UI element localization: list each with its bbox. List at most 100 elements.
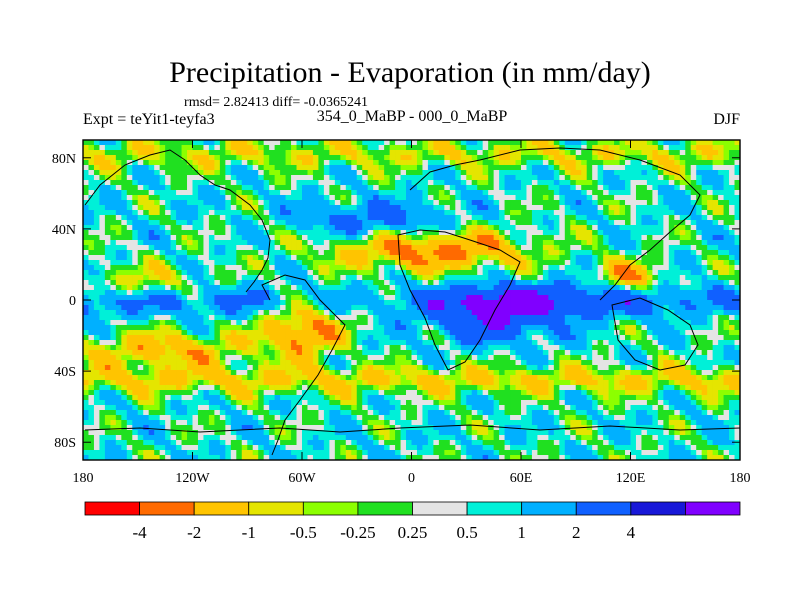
- field-cell: [542, 260, 549, 266]
- field-cell: [570, 205, 577, 211]
- field-cell: [165, 185, 172, 191]
- field-cell: [510, 305, 516, 311]
- field-cell: [362, 200, 369, 206]
- field-cell: [553, 315, 560, 321]
- field-cell: [723, 275, 730, 281]
- field-cell: [291, 145, 297, 151]
- field-cell: [269, 255, 276, 261]
- field-cell: [203, 280, 210, 286]
- field-cell: [137, 200, 144, 206]
- field-cell: [570, 250, 577, 256]
- field-cell: [192, 225, 199, 231]
- field-cell: [115, 235, 122, 241]
- field-cell: [170, 230, 177, 236]
- field-cell: [203, 285, 210, 291]
- field-cell: [499, 205, 505, 211]
- field-cell: [395, 315, 401, 321]
- field-cell: [515, 180, 522, 186]
- field-cell: [712, 160, 719, 166]
- field-cell: [148, 200, 155, 206]
- field-cell: [154, 175, 161, 181]
- field-cell: [208, 290, 215, 296]
- field-cell: [115, 160, 122, 166]
- field-cell: [477, 145, 484, 151]
- field-cell: [137, 320, 144, 326]
- field-cell: [126, 325, 133, 331]
- field-cell: [493, 330, 500, 336]
- field-cell: [438, 310, 445, 316]
- field-cell: [165, 145, 172, 151]
- field-cell: [384, 145, 391, 151]
- field-cell: [110, 270, 117, 276]
- field-cell: [104, 240, 111, 246]
- field-cell: [718, 290, 724, 296]
- field-cell: [247, 290, 254, 296]
- field-cell: [488, 190, 495, 196]
- field-cell: [137, 215, 144, 221]
- field-cell: [707, 270, 714, 276]
- field-cell: [499, 310, 505, 316]
- field-cell: [395, 210, 401, 216]
- field-cell: [460, 150, 467, 156]
- field-cell: [165, 220, 172, 226]
- field-cell: [471, 290, 478, 296]
- field-cell: [214, 205, 221, 211]
- field-cell: [367, 155, 374, 161]
- field-cell: [378, 185, 385, 191]
- field-cell: [515, 285, 522, 291]
- field-cell: [603, 335, 610, 341]
- field-cell: [356, 150, 363, 156]
- field-cell: [493, 175, 500, 181]
- field-cell: [625, 145, 631, 151]
- field-cell: [340, 185, 347, 191]
- field-cell: [657, 265, 664, 271]
- field-cell: [690, 230, 697, 236]
- field-cell: [88, 200, 95, 206]
- field-cell: [334, 340, 341, 346]
- field-cell: [575, 175, 582, 181]
- field-cell: [154, 240, 161, 246]
- field-cell: [592, 320, 599, 326]
- field-cell: [444, 235, 451, 241]
- field-cell: [373, 275, 380, 281]
- field-cell: [137, 160, 144, 166]
- field-cell: [143, 290, 150, 296]
- field-cell: [400, 290, 407, 296]
- field-cell: [406, 345, 412, 351]
- field-cell: [329, 300, 336, 306]
- field-cell: [696, 200, 703, 206]
- field-cell: [603, 195, 610, 201]
- field-cell: [652, 315, 659, 321]
- field-cell: [466, 345, 473, 351]
- field-cell: [197, 320, 204, 326]
- field-cell: [126, 270, 133, 276]
- field-cell: [214, 160, 221, 166]
- field-cell: [121, 140, 128, 146]
- field-cell: [132, 255, 139, 261]
- field-cell: [389, 290, 396, 296]
- field-cell: [729, 255, 735, 261]
- field-cell: [323, 340, 330, 346]
- field-cell: [603, 220, 610, 226]
- field-cell: [285, 230, 292, 236]
- field-cell: [148, 250, 155, 256]
- field-cell: [132, 310, 139, 316]
- field-cell: [652, 215, 659, 221]
- field-cell: [542, 240, 549, 246]
- field-cell: [132, 210, 139, 216]
- field-cell: [657, 240, 664, 246]
- field-cell: [121, 230, 128, 236]
- field-cell: [608, 290, 615, 296]
- field-cell: [236, 325, 243, 331]
- field-cell: [214, 335, 221, 341]
- field-cell: [668, 210, 675, 216]
- field-cell: [302, 170, 308, 176]
- field-cell: [192, 235, 199, 241]
- field-cell: [499, 200, 505, 206]
- field-cell: [263, 225, 270, 231]
- field-cell: [455, 330, 462, 336]
- field-cell: [389, 260, 396, 266]
- field-cell: [269, 325, 276, 331]
- field-cell: [143, 330, 150, 336]
- field-cell: [395, 290, 401, 296]
